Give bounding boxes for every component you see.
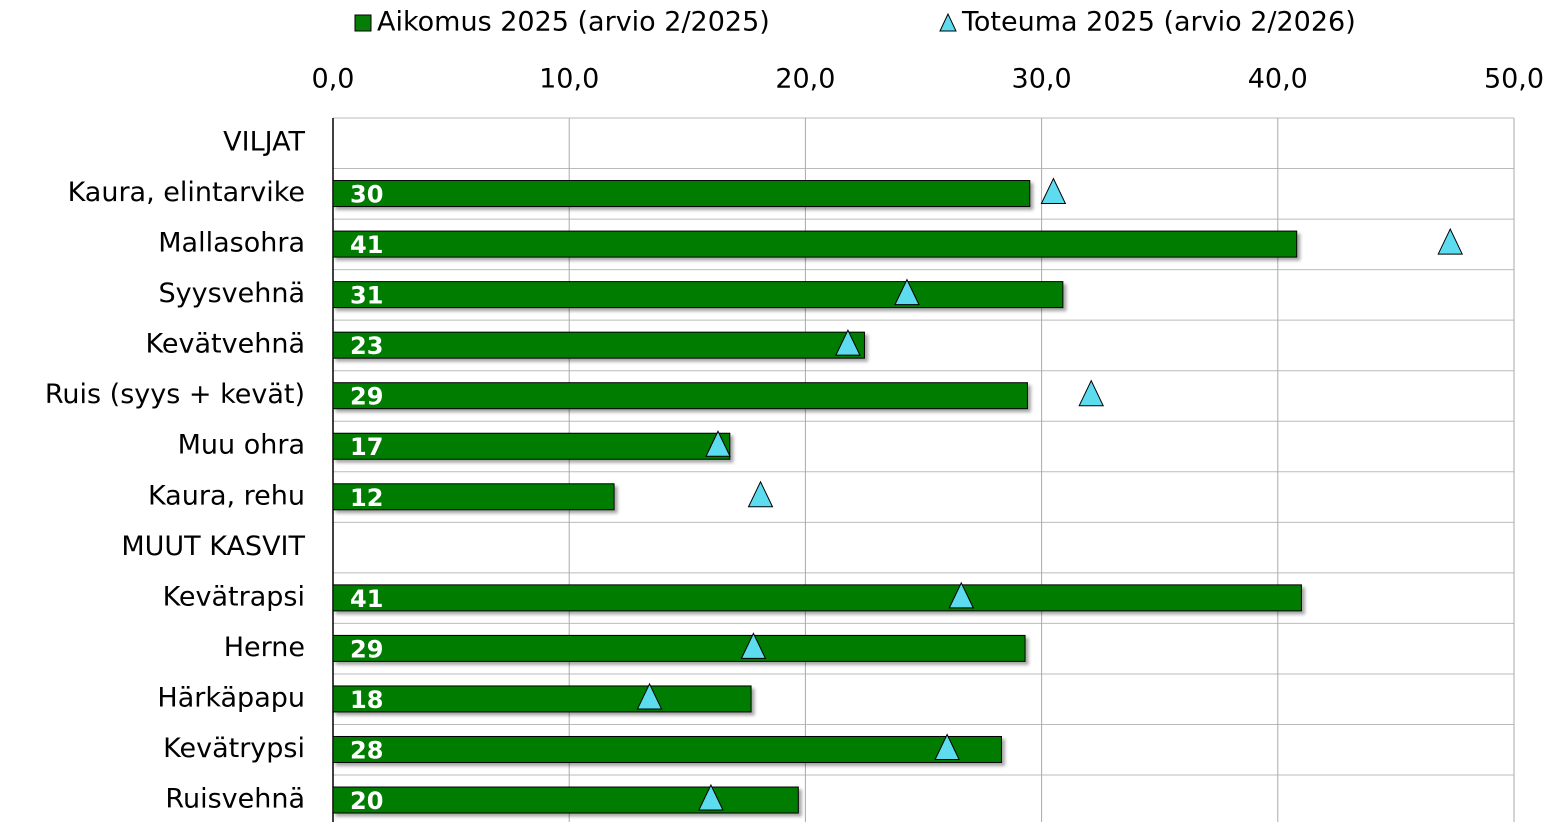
marker [1437, 227, 1464, 255]
marker [747, 480, 774, 508]
y-tick-label: Kaura, rehu [148, 480, 305, 511]
marker [698, 783, 724, 811]
x-tick-label: 20,0 [775, 64, 835, 95]
value-label: 20 [350, 787, 383, 815]
bar [332, 382, 1028, 410]
value-label: 41 [350, 231, 383, 259]
bar [332, 331, 865, 359]
bar [332, 180, 1031, 208]
y-tick-label: Herne [224, 632, 305, 663]
value-label: 23 [350, 332, 383, 360]
y-tick-label: Mallasohra [158, 228, 305, 259]
y-tick-label: Härkäpapu [157, 682, 305, 713]
y-tick-label: Kevätrapsi [163, 581, 305, 612]
bar [332, 230, 1298, 258]
value-label: 31 [350, 282, 383, 310]
value-label: 17 [350, 433, 383, 461]
marker [636, 682, 663, 710]
marker [835, 329, 861, 356]
y-tick-label: Ruis (syys + kevät) [45, 379, 305, 410]
marker [1040, 177, 1067, 205]
marker [894, 278, 920, 306]
value-label: 12 [350, 484, 383, 512]
bar [332, 735, 1002, 763]
bar [332, 634, 1026, 662]
legend-label: Aikomus 2025 (arvio 2/2025) [377, 7, 770, 38]
y-tick-label: MUUT KASVIT [121, 531, 305, 562]
bar [332, 432, 731, 460]
y-tick-label: Kevätvehnä [146, 329, 305, 360]
legend-swatch [354, 14, 372, 32]
x-tick-label: 30,0 [1012, 64, 1072, 95]
value-label: 18 [350, 686, 383, 714]
marker [948, 581, 975, 609]
legend-swatch [939, 12, 957, 32]
value-label: 29 [350, 383, 383, 411]
x-tick-label: 10,0 [539, 64, 599, 95]
bar [332, 483, 615, 511]
x-tick-label: 50,0 [1484, 64, 1544, 95]
bar [332, 786, 799, 814]
value-label: 30 [350, 181, 383, 209]
marker [934, 733, 960, 760]
y-tick-label: Syysvehnä [158, 278, 305, 309]
y-tick-label: Ruisvehnä [165, 784, 305, 815]
value-label: 28 [350, 736, 383, 764]
value-label: 41 [350, 585, 383, 613]
y-tick-label: Kevätrypsi [163, 733, 305, 764]
y-tick-label: VILJAT [223, 127, 305, 158]
value-label: 29 [350, 635, 383, 663]
y-tick-label: Muu ohra [178, 430, 305, 461]
x-tick-label: 0,0 [312, 64, 355, 95]
marker [740, 632, 767, 659]
bar [332, 281, 1064, 309]
bar [332, 685, 752, 713]
x-tick-label: 40,0 [1248, 64, 1308, 95]
bar [332, 584, 1302, 612]
legend-label: Toteuma 2025 (arvio 2/2026) [961, 7, 1356, 38]
y-tick-label: Kaura, elintarvike [68, 177, 305, 208]
marker [705, 430, 731, 457]
marker [1078, 379, 1104, 407]
